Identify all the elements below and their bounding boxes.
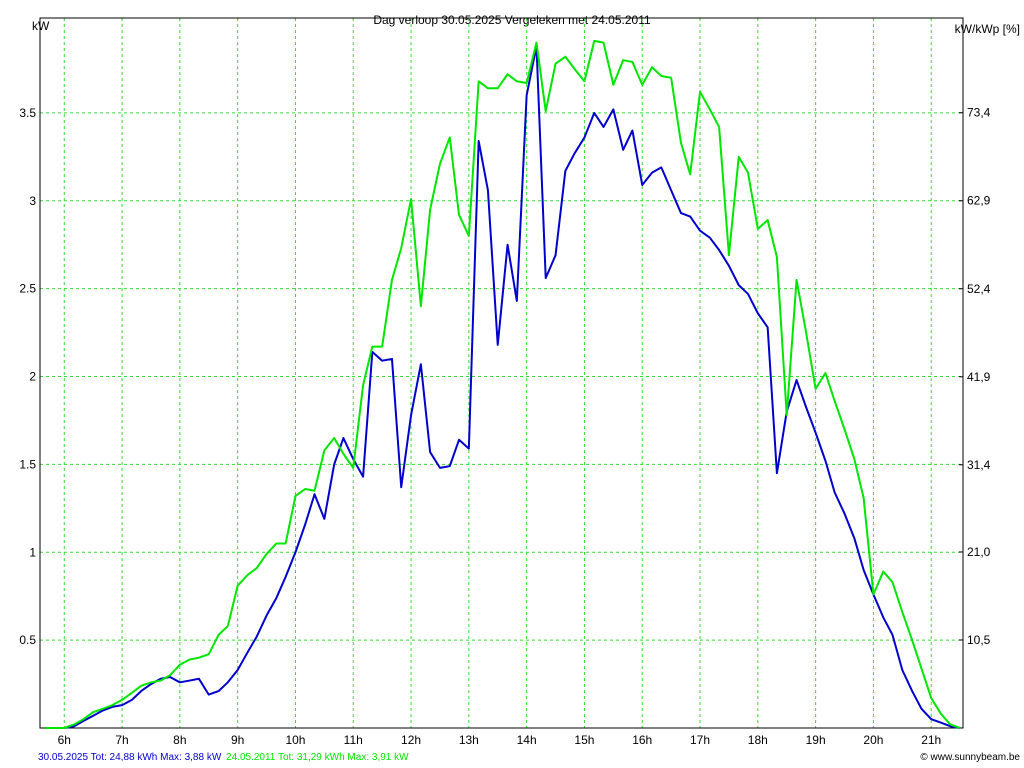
x-tick-label: 17h [690, 733, 710, 747]
y-tick-label: 2.5 [19, 282, 36, 296]
x-tick-label: 11h [344, 733, 363, 747]
y2-tick-label: 31,4 [967, 458, 991, 472]
x-tick-label: 8h [173, 733, 186, 747]
legend: 30.05.2025 Tot: 24,88 kWh Max: 3,88 kW 2… [38, 752, 409, 763]
y2-tick-label: 41,9 [967, 370, 991, 384]
y-tick-label: 1.5 [19, 457, 36, 471]
y-tick-label: 3 [29, 194, 36, 208]
x-tick-label: 6h [58, 733, 71, 747]
y2-tick-label: 73,4 [967, 106, 991, 120]
legend-entry: 30.05.2025 Tot: 24,88 kWh Max: 3,88 kW [38, 752, 222, 763]
series-line [45, 45, 961, 729]
y-tick-label: 2 [29, 370, 36, 384]
y2-axis-label: kW/kWp [%] [955, 22, 1020, 36]
x-tick-label: 21h [921, 733, 941, 747]
x-tick-label: 10h [285, 733, 305, 747]
x-tick-label: 20h [863, 733, 883, 747]
x-tick-label: 16h [632, 733, 652, 747]
credit: © www.sunnybeam.be [920, 752, 1020, 763]
x-tick-label: 7h [115, 733, 128, 747]
x-tick-label: 12h [401, 733, 421, 747]
series-line [45, 39, 961, 729]
y-tick-label: 0.5 [19, 633, 36, 647]
legend-entry: 24.05.2011 Tot: 31,29 kWh Max: 3,91 kW [226, 752, 409, 763]
x-tick-label: 14h [517, 733, 537, 747]
x-tick-label: 19h [806, 733, 826, 747]
chart-title: Dag verloop 30.05.2025 Vergeleken met 24… [373, 13, 651, 27]
x-tick-label: 9h [231, 733, 244, 747]
x-tick-label: 18h [748, 733, 768, 747]
y-tick-label: 3.5 [19, 106, 36, 120]
x-tick-label: 13h [459, 733, 479, 747]
x-tick-label: 15h [574, 733, 594, 747]
y2-tick-label: 62,9 [967, 194, 991, 208]
y-tick-label: 1 [29, 545, 36, 559]
y2-tick-label: 52,4 [967, 282, 991, 296]
y-axis-label: kW [32, 19, 50, 33]
y2-tick-label: 21,0 [967, 545, 991, 559]
y2-tick-label: 10,5 [967, 633, 991, 647]
plot-border [39, 17, 964, 729]
